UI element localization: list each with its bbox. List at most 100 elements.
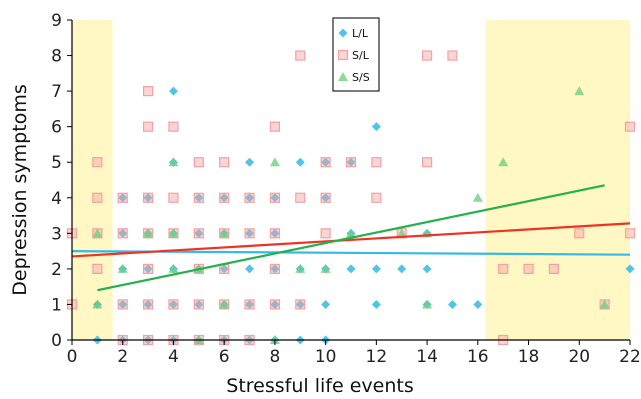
y-tick-label: 8 (51, 47, 62, 67)
highlight-band-2 (485, 20, 630, 340)
point-s-l (548, 263, 560, 274)
point-s-l (295, 50, 306, 61)
point-s-l (168, 192, 179, 203)
point-s-l (193, 228, 204, 239)
point-s-l (269, 263, 281, 274)
point-l-l (346, 157, 356, 167)
point-l-l (168, 86, 178, 96)
x-tick-label: 18 (518, 347, 540, 367)
y-tick-label: 2 (51, 260, 62, 280)
point-s-l (219, 192, 230, 203)
x-tick-label: 22 (619, 347, 641, 367)
point-l-l (245, 193, 255, 203)
legend-marker-l-l (338, 28, 348, 38)
point-l-l (270, 228, 280, 238)
axes (67, 19, 631, 345)
point-s-l (117, 299, 128, 310)
point-s-l (117, 228, 128, 239)
point-s-l (371, 157, 382, 168)
point-l-l (245, 157, 255, 167)
point-s-l (193, 192, 204, 203)
point-l-l (371, 264, 381, 274)
x-tick-label: 20 (568, 347, 590, 367)
point-l-l (625, 264, 635, 274)
point-s-s (168, 228, 179, 238)
point-s-l (371, 192, 382, 203)
point-s-l (498, 263, 509, 274)
point-s-l (421, 157, 433, 168)
point-l-l (270, 299, 280, 309)
point-l-l (371, 122, 381, 132)
point-l-l (321, 299, 331, 309)
point-s-l (447, 50, 458, 61)
point-l-l (118, 193, 128, 203)
point-s-l (92, 192, 103, 203)
point-l-l (245, 228, 255, 238)
point-l-l (219, 264, 229, 274)
x-tick-label: 8 (269, 347, 280, 367)
point-l-l (194, 299, 204, 309)
point-s-l (295, 192, 306, 203)
point-s-l (142, 121, 154, 132)
point-s-l (117, 192, 128, 203)
x-tick-label: 16 (467, 347, 489, 367)
point-s-s (168, 157, 179, 167)
highlight-bands (72, 20, 630, 340)
point-l-l (194, 228, 204, 238)
data-points (66, 50, 636, 346)
point-s-l (244, 192, 255, 203)
point-s-s (295, 263, 306, 273)
point-s-l (421, 50, 433, 61)
point-s-s (92, 299, 103, 309)
point-l-l (168, 299, 178, 309)
point-s-l (624, 121, 636, 132)
point-l-l (219, 193, 229, 203)
legend-label-l-l: L/L (352, 27, 369, 40)
x-tick-label: 12 (366, 347, 388, 367)
y-axis-title: Depression symptoms (9, 84, 31, 295)
legend-marker-s-s (338, 72, 348, 81)
point-s-l (269, 121, 281, 132)
x-tick-label: 0 (67, 347, 78, 367)
point-s-s (498, 157, 509, 167)
point-l-l (118, 299, 128, 309)
point-l-l (397, 264, 407, 274)
trend-lines (71, 184, 631, 292)
point-l-l (295, 299, 305, 309)
point-s-l (193, 299, 204, 310)
point-s-s (219, 299, 230, 309)
point-s-s (219, 228, 230, 238)
x-tick-label: 10 (315, 347, 337, 367)
point-s-s (143, 228, 154, 238)
legend-label-s-s: S/S (352, 71, 370, 84)
y-tick-label: 1 (51, 295, 62, 315)
x-tick-label: 4 (168, 347, 179, 367)
x-tick-label: 6 (219, 347, 230, 367)
point-s-s (599, 299, 610, 309)
point-l-l (295, 157, 305, 167)
point-s-l (269, 228, 281, 239)
point-l-l (245, 264, 255, 274)
point-s-s (168, 263, 179, 273)
trend-line-s-s (97, 184, 605, 292)
point-l-l (245, 299, 255, 309)
point-s-s (422, 299, 433, 309)
point-s-s (574, 86, 585, 96)
point-s-l (142, 299, 154, 310)
trend-line-s-l (71, 222, 631, 258)
point-l-l (143, 264, 153, 274)
y-tick-label: 9 (51, 11, 62, 31)
legend-label-s-l: S/L (352, 49, 370, 62)
y-tick-label: 7 (51, 82, 62, 102)
point-l-l (371, 299, 381, 309)
y-tick-label: 4 (51, 189, 62, 209)
point-l-l (321, 157, 331, 167)
point-s-l (624, 228, 636, 239)
point-s-l (168, 299, 179, 310)
point-s-l (92, 263, 103, 274)
point-s-s (346, 228, 356, 238)
point-s-l (244, 228, 255, 239)
point-l-l (447, 299, 457, 309)
point-s-s (92, 228, 103, 238)
